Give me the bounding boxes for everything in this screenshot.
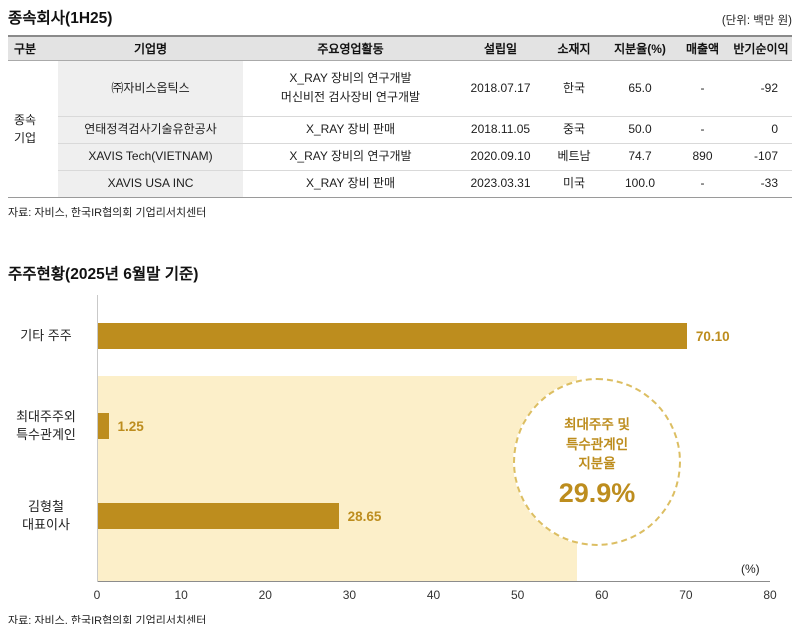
cell-country: 한국: [543, 60, 605, 117]
table-row: XAVIS USA INC X_RAY 장비 판매 2023.03.31 미국 …: [8, 170, 792, 197]
chart-title: 주주현황(2025년 6월말 기준): [8, 266, 199, 283]
cell-stake: 65.0: [605, 60, 675, 117]
table-row: XAVIS Tech(VIETNAM) X_RAY 장비의 연구개발 2020.…: [8, 143, 792, 171]
cell-activity: X_RAY 장비의 연구개발: [243, 143, 458, 171]
callout-circle: 최대주주 및 특수관계인 지분율 29.9%: [513, 378, 681, 546]
x-tick-label: 50: [510, 588, 525, 602]
x-tick-label: 10: [174, 588, 188, 602]
x-tick-label: 0: [93, 588, 101, 602]
callout-value: 29.9%: [558, 477, 636, 508]
cell-company: ㈜자비스옵틱스: [58, 60, 243, 117]
table-header-row: 구분 기업명 주요영업활동 설립일 소재지 지분율(%) 매출액 반기순이익: [8, 36, 792, 61]
cell-net-income: -33: [760, 176, 778, 191]
bar-chart-plot: 70.10 1.25 28.65: [97, 295, 770, 582]
subsidiaries-table: 구분 기업명 주요영업활동 설립일 소재지 지분율(%) 매출액 반기순이익 종…: [8, 35, 792, 198]
cell-founded: 2018.11.05: [458, 116, 543, 144]
table-title: 종속회사(1H25): [8, 10, 113, 27]
column-header-company: 기업명: [58, 36, 243, 61]
x-tick-label: 80: [763, 588, 777, 602]
bar-row: 70.10: [98, 323, 770, 349]
x-axis-ticks: 0 10 20 30 40 50 60 70 80: [93, 588, 777, 602]
table-row: 종속 기업 ㈜자비스옵틱스 X_RAY 장비의 연구개발 머신비전 검사장비 연…: [8, 60, 792, 197]
cell-revenue: 890: [675, 143, 730, 171]
highlight-region: [98, 376, 577, 582]
source-note: 자료: 자비스, 한국IR협의회 기업리서치센터: [8, 615, 207, 624]
cell-activity: X_RAY 장비 판매: [243, 116, 458, 144]
cell-country: 미국: [562, 176, 586, 191]
cell-stake: 50.0: [605, 116, 675, 144]
cell-country: 베트남: [543, 143, 605, 171]
column-header-country: 소재지: [543, 36, 605, 61]
bar-value-label: 1.25: [117, 418, 144, 434]
cell-company: XAVIS Tech(VIETNAM): [58, 143, 243, 171]
bar-value-label: 70.10: [695, 328, 730, 344]
bar: [98, 503, 339, 529]
category-label: 최대주주외 특수관계인: [16, 408, 76, 442]
cell-activity: X_RAY 장비의 연구개발 머신비전 검사장비 연구개발: [243, 60, 458, 117]
x-tick-label: 70: [679, 588, 693, 602]
bar: [98, 413, 109, 439]
cell-stake: 100.0: [624, 176, 656, 191]
cell-revenue: -: [700, 176, 705, 191]
column-header-activity: 주요영업활동: [243, 36, 458, 61]
cell-net-income: -107: [730, 143, 792, 171]
group-cell: 종속 기업: [8, 60, 58, 197]
cell-company: XAVIS USA INC: [58, 170, 243, 197]
category-label: 기타 주주: [20, 327, 72, 343]
callout-text: 최대주주 및 특수관계인 지분율: [564, 417, 630, 472]
cell-founded: 2023.03.31: [470, 176, 531, 191]
source-note: 자료: 자비스, 한국IR협의회 기업리서치센터: [8, 206, 207, 219]
axis-unit-label: (%): [741, 562, 760, 576]
bar-value-label: 28.65: [347, 508, 382, 524]
table-row: 연태정격검사기술유한공사 X_RAY 장비 판매 2018.11.05 중국 5…: [8, 116, 792, 144]
cell-company: 연태정격검사기술유한공사: [58, 116, 243, 144]
unit-label: (단위: 백만 원): [721, 15, 792, 27]
cell-net-income: -92: [730, 60, 792, 117]
x-tick-label: 20: [258, 588, 272, 602]
column-header-revenue: 매출액: [675, 36, 730, 61]
bar-row: 1.25: [98, 413, 770, 439]
x-tick-label: 40: [426, 588, 441, 602]
column-header-stake: 지분율(%): [605, 36, 675, 61]
x-tick-label: 60: [595, 588, 609, 602]
x-tick-label: 30: [342, 588, 357, 602]
category-label: 김형철 대표이사: [22, 498, 70, 532]
cell-revenue: -: [675, 60, 730, 117]
cell-founded: 2020.09.10: [458, 143, 543, 171]
column-header-founded: 설립일: [458, 36, 543, 61]
cell-revenue: -: [675, 116, 730, 144]
cell-country: 중국: [543, 116, 605, 144]
bar: [98, 323, 687, 349]
cell-stake: 74.7: [605, 143, 675, 171]
cell-activity: X_RAY 장비 판매: [305, 176, 396, 191]
column-header-net-income: 반기순이익: [730, 36, 792, 61]
subsidiaries-section: 종속회사(1H25) (단위: 백만 원) 구분 기업명 주요영업활동 설립일 …: [8, 6, 792, 220]
cell-founded: 2018.07.17: [458, 60, 543, 117]
cell-net-income: 0: [730, 116, 792, 144]
column-header-gubun: 구분: [8, 36, 58, 61]
table-title-row: 종속회사(1H25) (단위: 백만 원): [8, 6, 792, 28]
x-axis-line: [98, 581, 770, 582]
bar-row: 28.65: [98, 503, 770, 529]
